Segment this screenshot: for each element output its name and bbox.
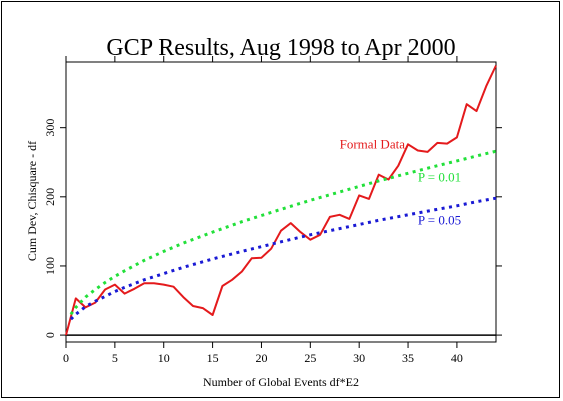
annotation-label: P = 0.01 — [418, 170, 461, 185]
x-tick-label: 25 — [304, 351, 316, 365]
x-tick-label: 40 — [451, 351, 463, 365]
y-tick-label: 0 — [43, 332, 57, 338]
x-tick-label: 5 — [112, 351, 118, 365]
x-tick-label: 30 — [353, 351, 365, 365]
series-line-2 — [69, 196, 497, 321]
series-line-0 — [65, 65, 497, 336]
y-tick-label: 100 — [43, 257, 57, 275]
annotations: Formal Data P = 0.01 P = 0.05 — [340, 136, 462, 227]
series-line-1 — [69, 149, 497, 316]
x-tick-label: 10 — [158, 351, 170, 365]
series-layer — [65, 65, 497, 336]
annotation-label: P = 0.05 — [418, 212, 461, 227]
y-tick-label: 300 — [43, 119, 57, 137]
x-tick-label: 35 — [402, 351, 414, 365]
x-tick-label: 15 — [207, 351, 219, 365]
annotation-label: Formal Data — [340, 136, 406, 151]
x-axis-label: Number of Global Events df*E2 — [203, 375, 359, 389]
x-tick-label: 20 — [255, 351, 267, 365]
plot-area — [65, 61, 497, 343]
axis-ticks: 0 5 10 15 20 25 30 35 40 0 100 200 300 — [43, 56, 502, 365]
x-tick-label: 0 — [63, 351, 69, 365]
y-axis-label: Cum Dev, Chisquare - df — [25, 141, 39, 261]
chart-title: GCP Results, Aug 1998 to Apr 2000 — [106, 35, 455, 61]
y-tick-label: 200 — [43, 188, 57, 206]
